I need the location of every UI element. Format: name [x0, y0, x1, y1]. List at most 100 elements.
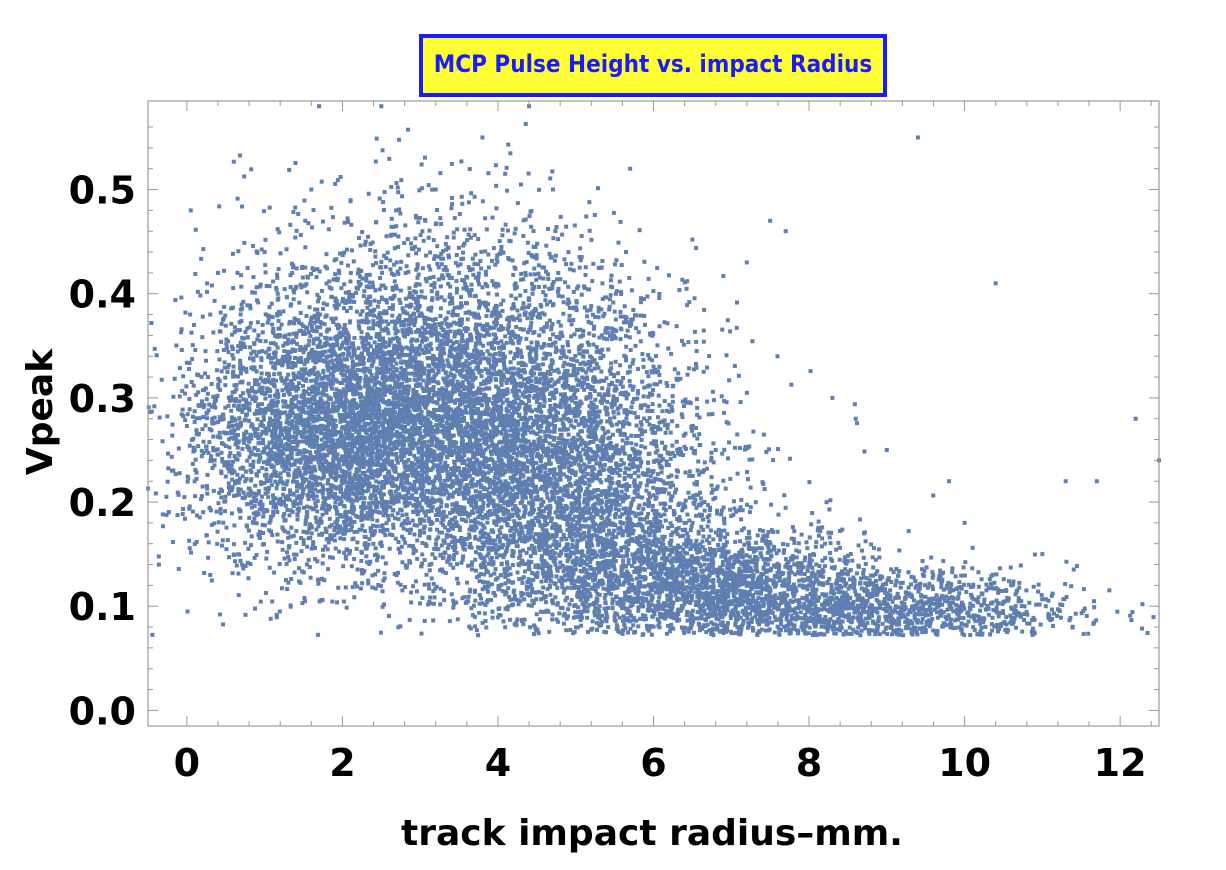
- data-point: [556, 293, 561, 298]
- data-point: [546, 454, 551, 459]
- data-point: [711, 441, 716, 446]
- data-point: [607, 478, 612, 483]
- data-point: [235, 432, 240, 437]
- data-point: [519, 369, 524, 374]
- data-point: [472, 519, 477, 524]
- data-point: [600, 543, 605, 548]
- data-point: [356, 319, 361, 324]
- data-point: [514, 466, 519, 471]
- data-point: [303, 245, 308, 250]
- data-point: [530, 463, 535, 468]
- data-point: [562, 383, 567, 388]
- data-point: [496, 476, 501, 481]
- data-point: [340, 440, 345, 445]
- data-point: [547, 550, 552, 555]
- data-point: [417, 486, 422, 491]
- data-point: [372, 529, 377, 534]
- data-point: [459, 443, 464, 448]
- data-point: [348, 271, 353, 276]
- data-point: [267, 440, 272, 445]
- data-point: [436, 491, 441, 496]
- data-point: [532, 359, 537, 364]
- data-point: [454, 415, 459, 420]
- data-point: [373, 434, 378, 439]
- data-point: [694, 426, 699, 431]
- data-point: [627, 364, 632, 369]
- data-point: [467, 440, 472, 445]
- data-point: [326, 495, 331, 500]
- data-point: [452, 409, 457, 414]
- data-point: [569, 334, 574, 339]
- data-point: [429, 576, 434, 581]
- data-point: [538, 454, 543, 459]
- data-point: [438, 552, 443, 557]
- data-point: [638, 450, 643, 455]
- data-point: [578, 517, 583, 522]
- data-point: [273, 333, 278, 338]
- data-point: [553, 403, 558, 408]
- data-point: [243, 479, 248, 484]
- data-point: [513, 396, 518, 401]
- data-point: [538, 392, 543, 397]
- data-point: [517, 313, 522, 318]
- data-point: [507, 420, 512, 425]
- data-point: [403, 504, 408, 509]
- data-point: [577, 351, 582, 356]
- data-point: [593, 450, 598, 455]
- data-point: [587, 410, 592, 415]
- data-point: [478, 391, 483, 396]
- data-point: [484, 314, 489, 319]
- data-point: [390, 313, 395, 318]
- data-point: [315, 482, 320, 487]
- data-point: [583, 489, 588, 494]
- data-point: [480, 403, 485, 408]
- data-point: [368, 302, 373, 307]
- data-point: [547, 408, 552, 413]
- data-point: [511, 469, 516, 474]
- data-point: [435, 335, 440, 340]
- data-point: [536, 437, 541, 442]
- data-point: [229, 419, 234, 424]
- data-point: [744, 390, 749, 395]
- data-point: [472, 311, 477, 316]
- data-point: [355, 498, 360, 503]
- data-point: [629, 319, 634, 324]
- data-point: [607, 442, 612, 447]
- data-point: [629, 441, 634, 446]
- data-point: [531, 507, 536, 512]
- data-point: [435, 346, 440, 351]
- data-point: [437, 392, 442, 397]
- data-point: [355, 439, 360, 444]
- data-point: [631, 307, 636, 312]
- data-point: [547, 398, 552, 403]
- data-point: [508, 350, 513, 355]
- data-point: [472, 404, 477, 409]
- data-point: [446, 324, 451, 329]
- data-point: [553, 350, 558, 355]
- data-point: [440, 387, 445, 392]
- data-point: [656, 393, 661, 398]
- data-point: [720, 327, 725, 332]
- data-point: [428, 527, 433, 532]
- data-point: [492, 483, 497, 488]
- data-point: [249, 436, 254, 441]
- data-point: [399, 544, 404, 549]
- data-point: [493, 351, 498, 356]
- data-point: [478, 322, 483, 327]
- data-point: [607, 297, 612, 302]
- data-point: [347, 551, 352, 556]
- data-point: [468, 442, 473, 447]
- data-point: [643, 445, 648, 450]
- data-point: [518, 293, 523, 298]
- data-point: [401, 377, 406, 382]
- data-point: [469, 524, 474, 529]
- data-point: [418, 435, 423, 440]
- data-point: [451, 557, 456, 562]
- data-point: [382, 253, 387, 258]
- data-point: [238, 420, 243, 425]
- data-point: [355, 584, 360, 589]
- data-point: [414, 589, 419, 594]
- data-point: [539, 409, 544, 414]
- data-point: [292, 552, 297, 557]
- data-point: [365, 560, 370, 565]
